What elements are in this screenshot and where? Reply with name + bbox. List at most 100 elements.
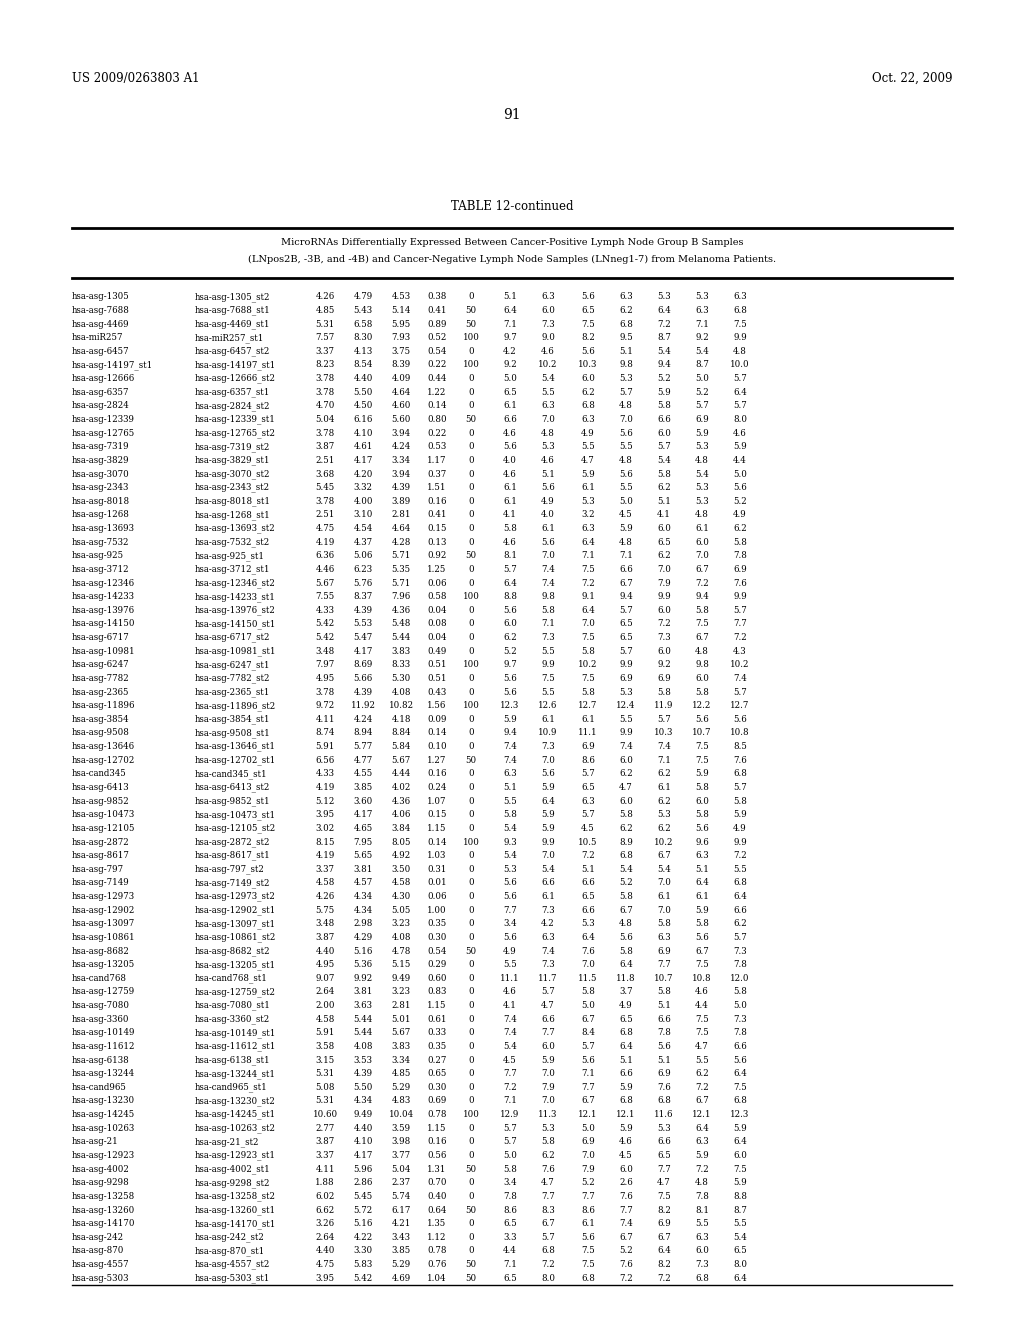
Text: 9.9: 9.9 xyxy=(620,729,633,738)
Text: 4.34: 4.34 xyxy=(353,906,373,915)
Text: MicroRNAs Differentially Expressed Between Cancer-Positive Lymph Node Group B Sa: MicroRNAs Differentially Expressed Betwe… xyxy=(281,238,743,247)
Text: 6.0: 6.0 xyxy=(695,1246,709,1255)
Text: TABLE 12-continued: TABLE 12-continued xyxy=(451,201,573,213)
Text: 50: 50 xyxy=(466,319,476,329)
Text: 6.58: 6.58 xyxy=(353,319,373,329)
Text: 4.8: 4.8 xyxy=(695,455,709,465)
Text: 0.22: 0.22 xyxy=(427,429,446,438)
Text: 7.4: 7.4 xyxy=(503,1028,517,1038)
Text: 4.44: 4.44 xyxy=(391,770,411,779)
Text: 0.52: 0.52 xyxy=(427,333,446,342)
Text: 5.2: 5.2 xyxy=(620,1246,633,1255)
Text: 0: 0 xyxy=(468,783,474,792)
Text: hsa-asg-12346: hsa-asg-12346 xyxy=(72,578,135,587)
Text: 9.8: 9.8 xyxy=(620,360,633,370)
Text: 5.2: 5.2 xyxy=(503,647,517,656)
Text: 12.6: 12.6 xyxy=(539,701,558,710)
Text: 4.7: 4.7 xyxy=(541,1179,555,1187)
Text: 2.6: 2.6 xyxy=(620,1179,633,1187)
Text: 0.37: 0.37 xyxy=(427,470,446,479)
Text: 2.86: 2.86 xyxy=(353,1179,373,1187)
Text: 6.7: 6.7 xyxy=(695,1097,709,1105)
Text: hsa-asg-13260: hsa-asg-13260 xyxy=(72,1205,135,1214)
Text: 7.4: 7.4 xyxy=(541,946,555,956)
Text: 1.15: 1.15 xyxy=(427,1123,446,1133)
Text: 6.1: 6.1 xyxy=(541,524,555,533)
Text: 0: 0 xyxy=(468,347,474,356)
Text: 5.6: 5.6 xyxy=(503,606,517,615)
Text: 5.96: 5.96 xyxy=(353,1164,373,1173)
Text: 0: 0 xyxy=(468,906,474,915)
Text: 7.5: 7.5 xyxy=(733,1164,746,1173)
Text: 7.2: 7.2 xyxy=(620,1274,633,1283)
Text: 0.49: 0.49 xyxy=(427,647,446,656)
Text: 4.19: 4.19 xyxy=(315,783,335,792)
Text: 7.2: 7.2 xyxy=(582,578,595,587)
Text: 3.89: 3.89 xyxy=(391,496,411,506)
Text: 6.2: 6.2 xyxy=(582,388,595,397)
Text: 4.40: 4.40 xyxy=(353,374,373,383)
Text: 6.8: 6.8 xyxy=(695,1274,709,1283)
Text: 7.97: 7.97 xyxy=(315,660,335,669)
Text: 6.1: 6.1 xyxy=(657,783,671,792)
Text: 0.43: 0.43 xyxy=(427,688,446,697)
Text: 6.1: 6.1 xyxy=(581,715,595,723)
Text: 0.01: 0.01 xyxy=(427,878,446,887)
Text: 6.3: 6.3 xyxy=(695,306,709,315)
Text: 10.7: 10.7 xyxy=(654,974,674,983)
Text: 7.1: 7.1 xyxy=(581,1069,595,1078)
Text: 6.2: 6.2 xyxy=(541,1151,555,1160)
Text: hsa-asg-9508: hsa-asg-9508 xyxy=(72,729,130,738)
Text: hsa-asg-12339_st1: hsa-asg-12339_st1 xyxy=(195,414,275,424)
Text: 0: 0 xyxy=(468,455,474,465)
Text: 5.2: 5.2 xyxy=(733,496,746,506)
Text: 0.13: 0.13 xyxy=(427,537,446,546)
Text: 5.6: 5.6 xyxy=(582,292,595,301)
Text: 10.2: 10.2 xyxy=(579,660,598,669)
Text: 6.2: 6.2 xyxy=(695,1069,709,1078)
Text: 6.8: 6.8 xyxy=(581,1274,595,1283)
Text: hsa-asg-7688_st1: hsa-asg-7688_st1 xyxy=(195,306,270,315)
Text: 5.8: 5.8 xyxy=(695,783,709,792)
Text: 5.66: 5.66 xyxy=(353,675,373,682)
Text: hsa-asg-7532_st2: hsa-asg-7532_st2 xyxy=(195,537,270,546)
Text: 3.60: 3.60 xyxy=(353,797,373,805)
Text: 8.4: 8.4 xyxy=(581,1028,595,1038)
Text: hsa-asg-1268: hsa-asg-1268 xyxy=(72,511,130,519)
Text: 0: 0 xyxy=(468,1097,474,1105)
Text: hsa-asg-3712_st1: hsa-asg-3712_st1 xyxy=(195,565,270,574)
Text: 3.75: 3.75 xyxy=(391,347,411,356)
Text: 0: 0 xyxy=(468,524,474,533)
Text: hsa-miR257: hsa-miR257 xyxy=(72,333,124,342)
Text: 11.92: 11.92 xyxy=(350,701,376,710)
Text: 7.1: 7.1 xyxy=(503,319,517,329)
Text: 6.3: 6.3 xyxy=(542,933,555,942)
Text: 5.5: 5.5 xyxy=(541,647,555,656)
Text: hsa-asg-10861: hsa-asg-10861 xyxy=(72,933,135,942)
Text: 3.81: 3.81 xyxy=(353,987,373,997)
Text: 7.8: 7.8 xyxy=(657,1028,671,1038)
Text: 5.91: 5.91 xyxy=(315,742,335,751)
Text: 0.41: 0.41 xyxy=(427,511,446,519)
Text: 5.6: 5.6 xyxy=(620,429,633,438)
Text: hsa-cand345_st1: hsa-cand345_st1 xyxy=(195,770,267,779)
Text: 4.26: 4.26 xyxy=(315,892,335,902)
Text: 0.04: 0.04 xyxy=(427,634,446,642)
Text: 10.3: 10.3 xyxy=(579,360,598,370)
Text: 6.7: 6.7 xyxy=(620,906,633,915)
Text: 8.5: 8.5 xyxy=(733,742,746,751)
Text: 5.6: 5.6 xyxy=(733,1056,746,1065)
Text: 4.54: 4.54 xyxy=(353,524,373,533)
Text: 5.7: 5.7 xyxy=(582,810,595,820)
Text: 4.5: 4.5 xyxy=(582,824,595,833)
Text: 6.1: 6.1 xyxy=(581,483,595,492)
Text: 6.9: 6.9 xyxy=(657,1069,671,1078)
Text: hsa-asg-1305: hsa-asg-1305 xyxy=(72,292,130,301)
Text: 4.9: 4.9 xyxy=(620,1001,633,1010)
Text: 7.57: 7.57 xyxy=(315,333,335,342)
Text: hsa-asg-13646_st1: hsa-asg-13646_st1 xyxy=(195,742,276,751)
Text: 9.0: 9.0 xyxy=(541,333,555,342)
Text: 4.1: 4.1 xyxy=(503,511,517,519)
Text: 5.6: 5.6 xyxy=(503,878,517,887)
Text: 5.8: 5.8 xyxy=(620,946,633,956)
